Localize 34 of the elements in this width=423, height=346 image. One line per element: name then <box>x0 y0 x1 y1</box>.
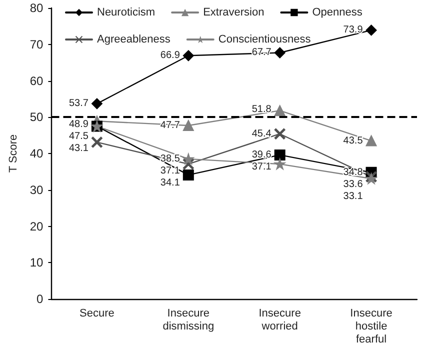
y-tick-label: 30 <box>30 182 44 197</box>
data-label: 51.8 <box>252 104 272 116</box>
y-tick-label: 80 <box>30 1 44 15</box>
x-tick-label: Secure <box>80 308 114 320</box>
legend-label: Agreeableness <box>97 34 171 46</box>
x-tick-label: Insecure dismissing <box>162 308 214 332</box>
y-tick-label: 70 <box>30 37 44 52</box>
y-tick-label: 60 <box>30 74 44 88</box>
data-label: 48.9 <box>69 119 89 130</box>
data-label: 37.1 <box>252 161 272 172</box>
data-label: 33.6 <box>343 178 364 190</box>
data-label: 37.1 <box>160 165 180 176</box>
data-label: 43.1 <box>69 143 89 154</box>
y-tick-label: 40 <box>30 146 44 160</box>
x-tick-label: Insecure worried <box>258 308 301 332</box>
x-tick-label: Insecure hostile fearful <box>350 308 392 346</box>
y-tick-label: 0 <box>36 292 44 306</box>
y-axis-title: T Score <box>8 134 20 173</box>
data-label: 45.4 <box>252 128 272 140</box>
legend-label: Neuroticism <box>97 6 156 18</box>
y-tick-label: 10 <box>30 256 44 270</box>
data-label: 66.9 <box>160 50 180 62</box>
data-label: 39.6 <box>252 149 272 160</box>
y-tick-label: 50 <box>30 110 44 124</box>
data-label: 33.1 <box>343 190 364 202</box>
data-label: 43.5 <box>343 135 364 146</box>
data-label: 73.9 <box>343 24 364 36</box>
legend-label: Extraversion <box>203 6 264 18</box>
data-label: 34.1 <box>160 177 180 188</box>
data-label: 47.5 <box>69 131 89 142</box>
legend-label: Openness <box>312 6 363 18</box>
legend-label: Conscientiousness <box>218 34 312 46</box>
y-tick-label: 20 <box>30 219 44 234</box>
data-label: 53.7 <box>69 98 89 110</box>
